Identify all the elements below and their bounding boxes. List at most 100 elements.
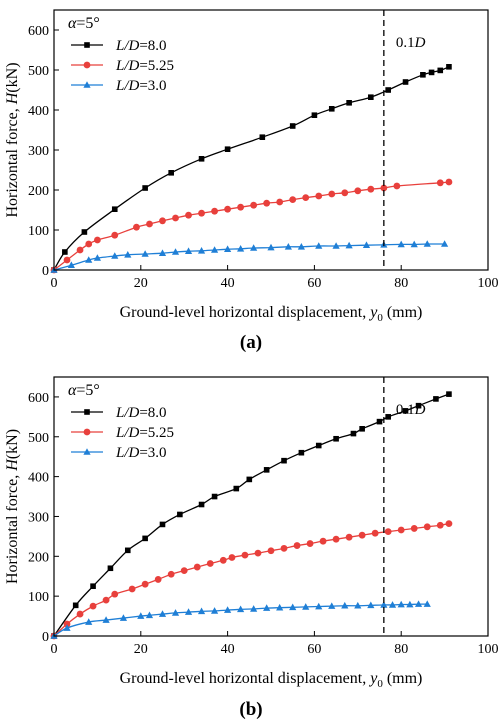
series-l-d-5-25 <box>50 520 453 640</box>
data-point <box>397 526 405 534</box>
data-point <box>259 134 266 140</box>
data-point <box>280 544 288 552</box>
data-point <box>436 179 444 187</box>
data-point <box>128 585 136 593</box>
legend-title: α=5° <box>68 382 100 399</box>
x-tick-label: 80 <box>394 642 408 657</box>
legend-label: L/D=3.0 <box>115 445 167 461</box>
data-point <box>297 243 305 250</box>
x-tick-label: 100 <box>478 276 498 291</box>
data-point <box>293 542 301 549</box>
data-point <box>346 100 352 106</box>
data-point <box>193 563 201 571</box>
data-point <box>446 391 452 397</box>
data-point <box>367 601 375 609</box>
x-tick-label: 80 <box>394 276 408 291</box>
series-line <box>53 393 450 637</box>
y-tick-label: 600 <box>28 391 49 406</box>
data-point <box>397 240 405 248</box>
data-point <box>228 554 236 561</box>
reference-line-label: 0.1D <box>396 35 426 51</box>
data-point <box>263 467 270 473</box>
x-tick-label: 0 <box>51 642 58 657</box>
legend-marker <box>83 61 91 69</box>
data-point <box>142 185 148 191</box>
data-point <box>102 616 110 623</box>
data-point <box>402 79 409 85</box>
data-point <box>142 535 148 542</box>
panel-label: (b) <box>239 699 262 720</box>
data-point <box>332 535 340 543</box>
data-point <box>102 596 110 604</box>
legend: α=5° L/D=8.0 L/D=5.25 L/D=3.0 <box>68 382 174 461</box>
data-point <box>90 583 96 589</box>
data-point <box>184 247 193 254</box>
data-point <box>237 245 245 252</box>
data-point <box>359 426 365 432</box>
x-tick-label: 60 <box>307 642 321 657</box>
series-l-d-3-0 <box>50 600 431 639</box>
data-point <box>414 600 423 607</box>
legend-label: L/D=8.0 <box>115 405 167 421</box>
y-tick-label: 200 <box>28 550 49 565</box>
data-point <box>250 201 258 209</box>
data-point <box>276 603 284 611</box>
data-point <box>358 531 366 539</box>
y-tick-label: 0 <box>42 264 49 279</box>
x-axis-label: Ground-level horizontal displacement, y0… <box>120 304 423 324</box>
data-point <box>284 243 292 250</box>
data-point <box>263 604 271 611</box>
y-tick-label: 300 <box>28 510 49 525</box>
x-tick-label: 40 <box>221 276 235 291</box>
legend-item: L/D=5.25 <box>71 58 174 74</box>
data-point <box>211 207 218 215</box>
data-point <box>446 64 452 70</box>
data-point <box>423 523 431 531</box>
x-tick-label: 20 <box>134 642 148 657</box>
data-point <box>267 243 275 251</box>
data-point <box>423 600 431 607</box>
data-point <box>85 618 93 625</box>
data-point <box>89 602 97 610</box>
data-point <box>328 106 335 112</box>
data-point <box>145 611 154 619</box>
data-point <box>154 576 162 583</box>
y-axis-label: Horizontal force, H(kN) <box>4 429 21 584</box>
data-point <box>237 203 245 211</box>
data-point <box>263 199 271 207</box>
data-point <box>276 198 284 206</box>
data-point <box>397 600 405 608</box>
data-point <box>224 146 231 152</box>
y-tick-label: 100 <box>28 224 49 239</box>
data-point <box>332 242 340 249</box>
data-point <box>246 476 253 483</box>
legend-marker <box>83 81 91 88</box>
data-point <box>210 246 219 253</box>
data-point <box>354 601 362 609</box>
data-point <box>302 194 310 202</box>
data-point <box>63 256 71 264</box>
data-point <box>345 241 353 249</box>
data-point <box>171 248 180 255</box>
data-point <box>289 196 297 204</box>
data-point <box>420 72 426 78</box>
data-point <box>437 67 444 74</box>
data-point <box>380 184 388 192</box>
data-point <box>384 528 392 536</box>
data-point <box>368 94 374 100</box>
data-point <box>211 493 218 500</box>
data-point <box>385 414 391 420</box>
data-point <box>302 603 310 610</box>
legend-label: L/D=3.0 <box>115 78 167 94</box>
data-point <box>388 601 397 608</box>
series-l-d-3-0 <box>50 240 449 273</box>
data-point <box>410 525 418 532</box>
legend-item: L/D=8.0 <box>71 38 167 54</box>
data-point <box>436 521 444 529</box>
data-point <box>167 570 175 578</box>
data-point <box>119 614 128 621</box>
data-point <box>141 580 149 588</box>
data-point <box>315 442 322 449</box>
data-point <box>306 540 314 547</box>
legend-item: L/D=8.0 <box>71 405 167 421</box>
